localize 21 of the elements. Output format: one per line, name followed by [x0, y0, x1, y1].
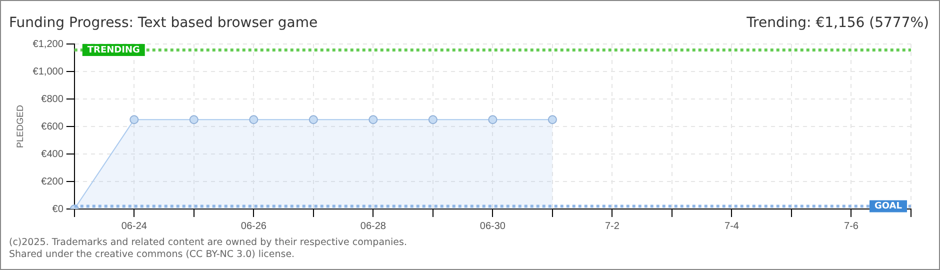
y-tick-label: €400 — [41, 148, 64, 160]
ref-line-label: TRENDING — [87, 45, 140, 56]
chart-title: Funding Progress: Text based browser game — [9, 15, 318, 31]
x-tick-label: 7-6 — [844, 220, 859, 232]
y-tick-label: €800 — [41, 94, 64, 105]
text: Shared under the creative commons (CC BY-NC 3.0) license. — [9, 249, 296, 261]
x-tick-label: 06-28 — [360, 220, 386, 232]
ref-line-label: GOAL — [874, 202, 902, 212]
text: (c)2025. Trademarks and related content are owned by their respective companies. — [9, 237, 407, 249]
x-tick-label: 06-24 — [121, 220, 148, 232]
y-tick-label: €200 — [41, 176, 64, 188]
x-tick-label: 06-30 — [480, 220, 506, 232]
y-tick-label: €1,000 — [32, 66, 64, 78]
x-tick-label: 7-2 — [604, 220, 620, 232]
y-axis-title: PLEDGED — [14, 104, 25, 148]
y-tick-label: €0 — [52, 204, 64, 215]
x-tick-label: 06-26 — [240, 220, 267, 232]
chart-subtitle: Trending: €1,156 (5777%) — [746, 15, 929, 31]
y-tick-label: €600 — [41, 121, 64, 132]
x-tick-label: 7-4 — [724, 220, 740, 232]
y-tick-label: €1,200 — [32, 38, 64, 50]
